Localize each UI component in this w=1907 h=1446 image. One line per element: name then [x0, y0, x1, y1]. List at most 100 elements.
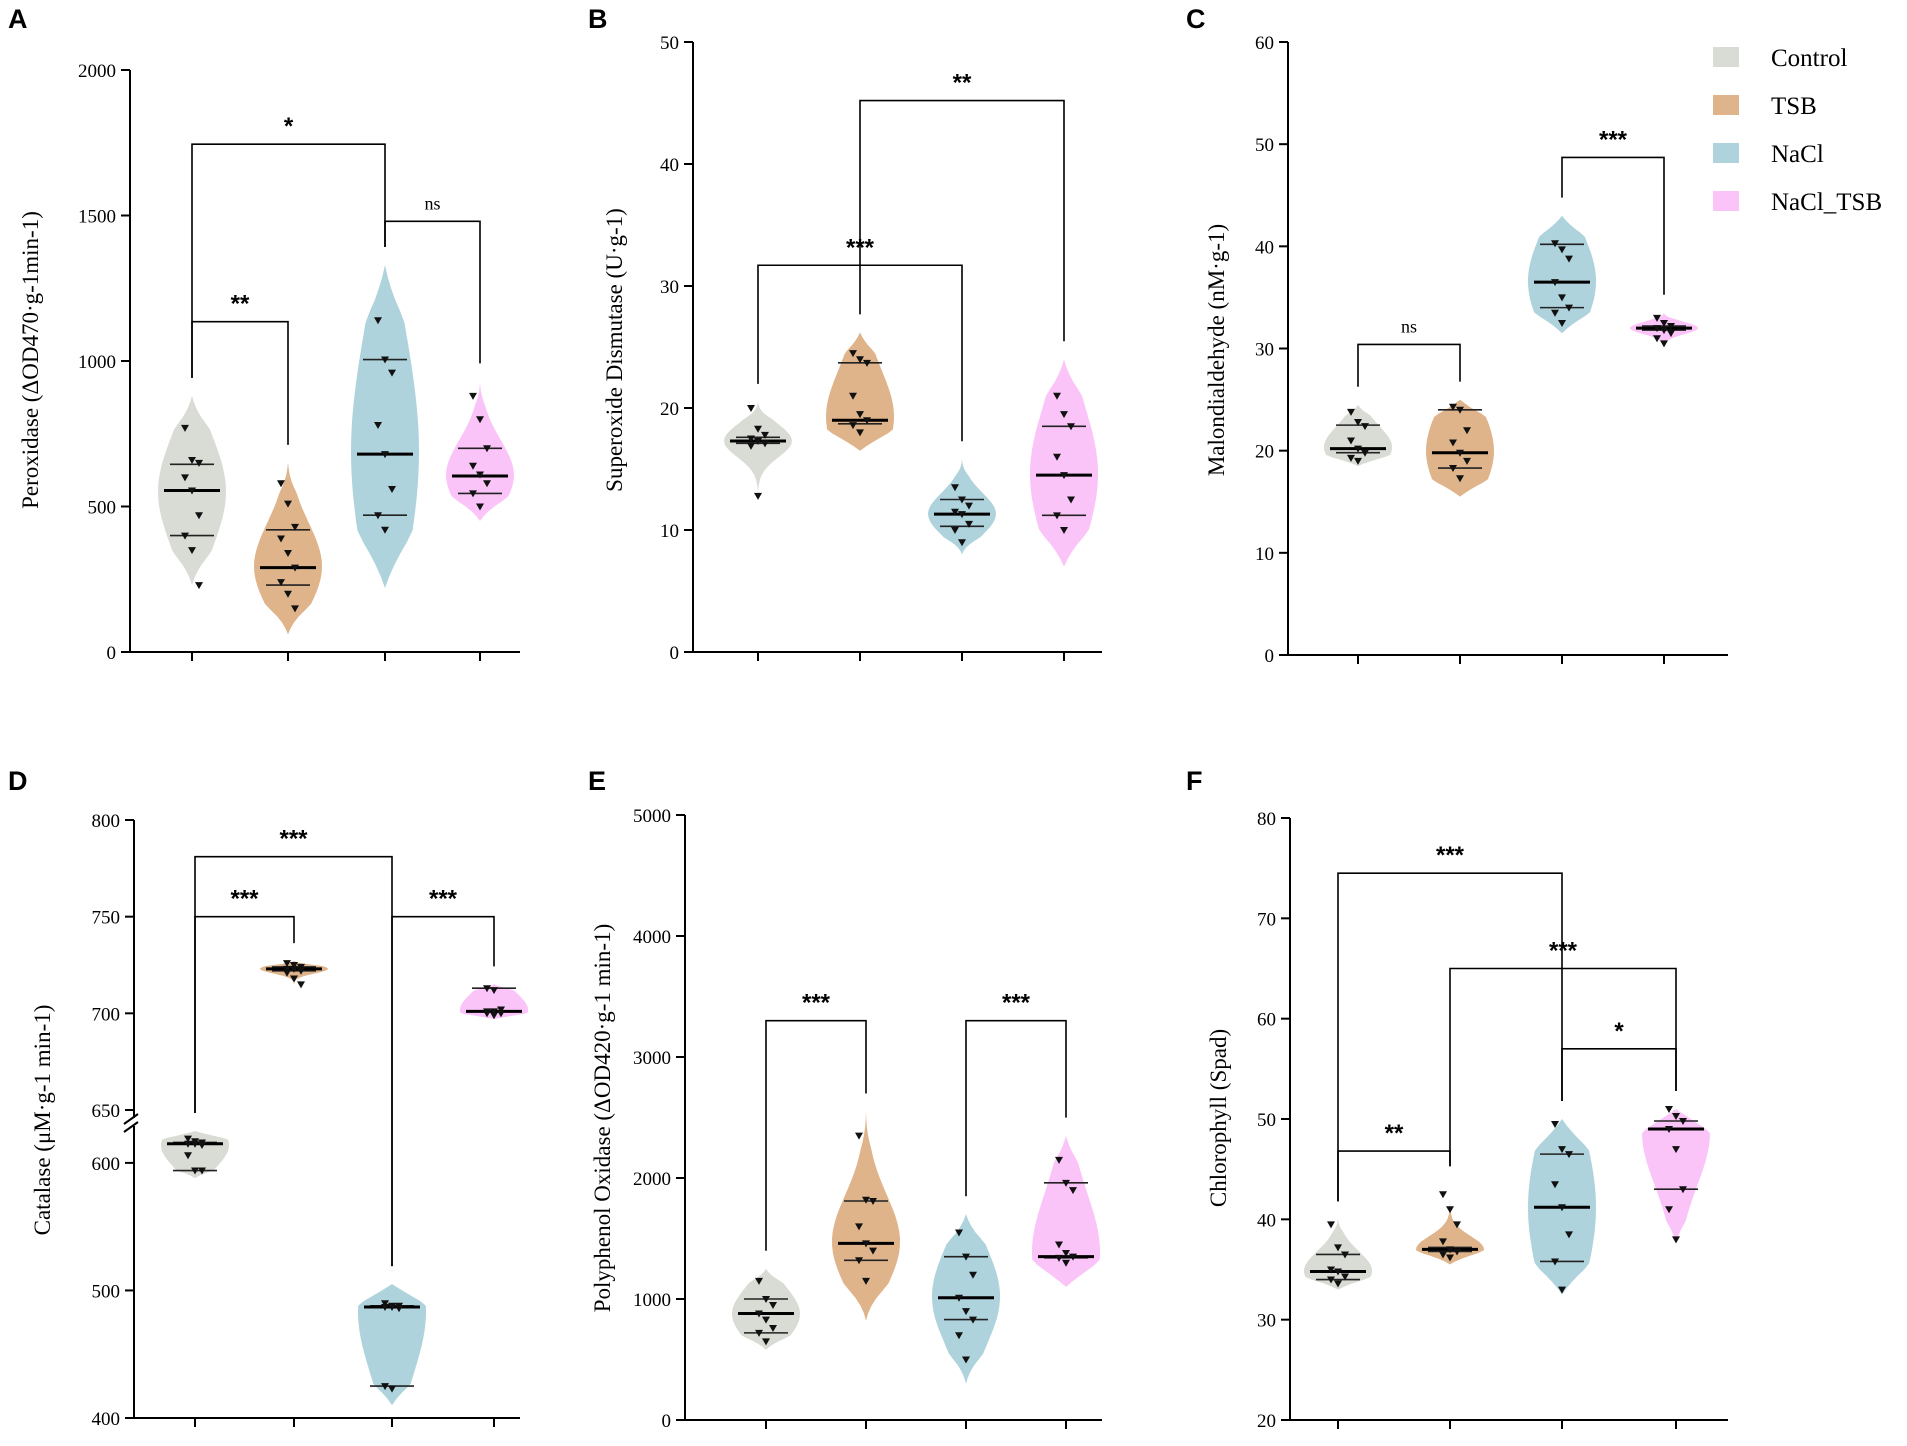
data-point-nacl-tsb [469, 392, 477, 400]
violin-control [732, 1268, 800, 1350]
data-point-tsb [291, 523, 299, 531]
data-point-nacl-tsb [490, 1012, 498, 1020]
significance-label: ns [424, 193, 440, 213]
data-point-nacl [969, 1271, 977, 1279]
data-point-nacl [962, 1356, 970, 1364]
data-point-nacl-tsb [1067, 496, 1075, 504]
data-point-tsb [849, 422, 857, 430]
significance-bracket [757, 264, 963, 442]
significance-label: *** [279, 826, 308, 853]
data-point-nacl [395, 1305, 403, 1313]
data-point-tsb [856, 356, 864, 364]
data-point-nacl-tsb [1062, 1250, 1070, 1258]
data-point-control [769, 1302, 777, 1310]
data-point-nacl-tsb [1672, 1146, 1680, 1154]
y-tick-label: 2000 [633, 1169, 671, 1190]
data-point-nacl [1565, 1151, 1573, 1159]
data-point-nacl [969, 1316, 977, 1324]
violin-nacl [351, 265, 419, 588]
data-point-control [754, 425, 762, 433]
data-point-control [747, 442, 755, 450]
data-point-nacl-tsb [1069, 1187, 1077, 1195]
data-point-control [1354, 445, 1362, 453]
data-point-tsb [1456, 406, 1464, 414]
violin-tsb [254, 462, 322, 635]
y-axis-label: Chlorophyll (Spad) [1206, 1029, 1231, 1207]
data-point-nacl [388, 1385, 396, 1393]
legend: Control TSB NaCl NaCl_TSB [1713, 45, 1882, 216]
data-point-control [1327, 1266, 1335, 1274]
y-tick-label: 1500 [78, 207, 116, 228]
data-point-tsb [849, 392, 857, 400]
data-point-control [1334, 1268, 1342, 1276]
legend-label-nacl-tsb: NaCl_TSB [1771, 189, 1882, 216]
violin-tsb [1426, 399, 1494, 497]
axis-break-mark [123, 1113, 139, 1125]
significance-label: *** [1599, 126, 1628, 153]
data-point-nacl [965, 520, 973, 528]
y-axis-label: Catalase (μM·g-1 min-1) [30, 1005, 55, 1236]
data-point-nacl [381, 1383, 389, 1391]
data-point-nacl [965, 502, 973, 510]
data-point-nacl-tsb [1667, 323, 1675, 331]
data-point-nacl-tsb [1665, 1206, 1673, 1214]
data-point-control [754, 437, 762, 445]
data-point-control [747, 435, 755, 443]
significance-label: *** [1549, 938, 1578, 965]
panel-d: D 400 500 600 650 700 750 800 Catalase (μM·g-1 … [8, 766, 528, 1430]
y-tick-label: 10 [660, 521, 679, 542]
violin-nacl-tsb [1642, 1109, 1710, 1245]
data-point-nacl-tsb [497, 1006, 505, 1014]
data-point-nacl-tsb [476, 416, 484, 424]
data-point-nacl-tsb [476, 503, 484, 511]
data-point-tsb [290, 962, 298, 969]
significance-bracket [1561, 156, 1665, 295]
significance-bracket [191, 143, 386, 378]
violin-control [724, 401, 792, 500]
data-point-control [181, 474, 189, 482]
axis-break-mark [123, 1121, 139, 1133]
panel-b-plot: 0 10 20 30 40 50 Superoxide Dismutase (U·g-1) *… [602, 33, 1102, 664]
legend-label-tsb: TSB [1771, 93, 1817, 120]
data-point-tsb [1439, 1251, 1447, 1259]
violin-control [1324, 404, 1392, 466]
violin-tsb [832, 1111, 900, 1321]
data-point-control [195, 582, 203, 590]
significance-bracket [1337, 1150, 1451, 1202]
significance-bracket [1357, 343, 1461, 387]
panel-a-plot: 0 500 1000 1500 2000 Peroxidase (ΔOD470·g-1mi… [18, 61, 520, 664]
data-point-nacl-tsb [483, 1010, 491, 1018]
data-point-control [191, 1167, 199, 1175]
significance-bracket [191, 320, 289, 445]
data-point-tsb [849, 350, 857, 358]
data-point-tsb [863, 417, 871, 425]
data-point-tsb [1456, 449, 1464, 457]
data-point-control [181, 532, 189, 540]
data-point-tsb [297, 967, 305, 975]
data-point-nacl-tsb [476, 471, 484, 479]
y-tick-label: 500 [92, 1281, 121, 1302]
data-point-nacl-tsb [1055, 1254, 1063, 1262]
data-point-tsb [297, 963, 305, 971]
y-tick-label: 80 [1257, 809, 1276, 830]
panel-c-plot: 0 10 20 30 40 50 60 Malondialdehyde (nM·g-1) ***… [1204, 33, 1728, 667]
y-tick-label: 50 [1255, 135, 1274, 156]
data-point-nacl-tsb [1060, 411, 1068, 419]
data-point-nacl [962, 1308, 970, 1316]
data-point-tsb [290, 975, 298, 983]
significance-bracket [384, 220, 481, 364]
data-point-control [755, 1329, 763, 1337]
data-point-tsb [855, 1223, 863, 1231]
data-point-control [198, 1142, 206, 1150]
data-point-nacl [1551, 309, 1559, 317]
y-tick-label: 5000 [633, 806, 671, 827]
data-point-nacl [958, 539, 966, 547]
data-point-tsb [1449, 403, 1457, 411]
panel-e-plot: 0 1000 2000 3000 4000 5000 Polyphenol Oxidase … [590, 806, 1102, 1432]
data-point-tsb [869, 1197, 877, 1205]
data-point-nacl-tsb [1653, 335, 1661, 343]
data-point-control [754, 492, 762, 500]
significance-bracket [1449, 967, 1677, 1167]
y-tick-label: 650 [92, 1101, 121, 1122]
significance-label: *** [802, 990, 831, 1017]
